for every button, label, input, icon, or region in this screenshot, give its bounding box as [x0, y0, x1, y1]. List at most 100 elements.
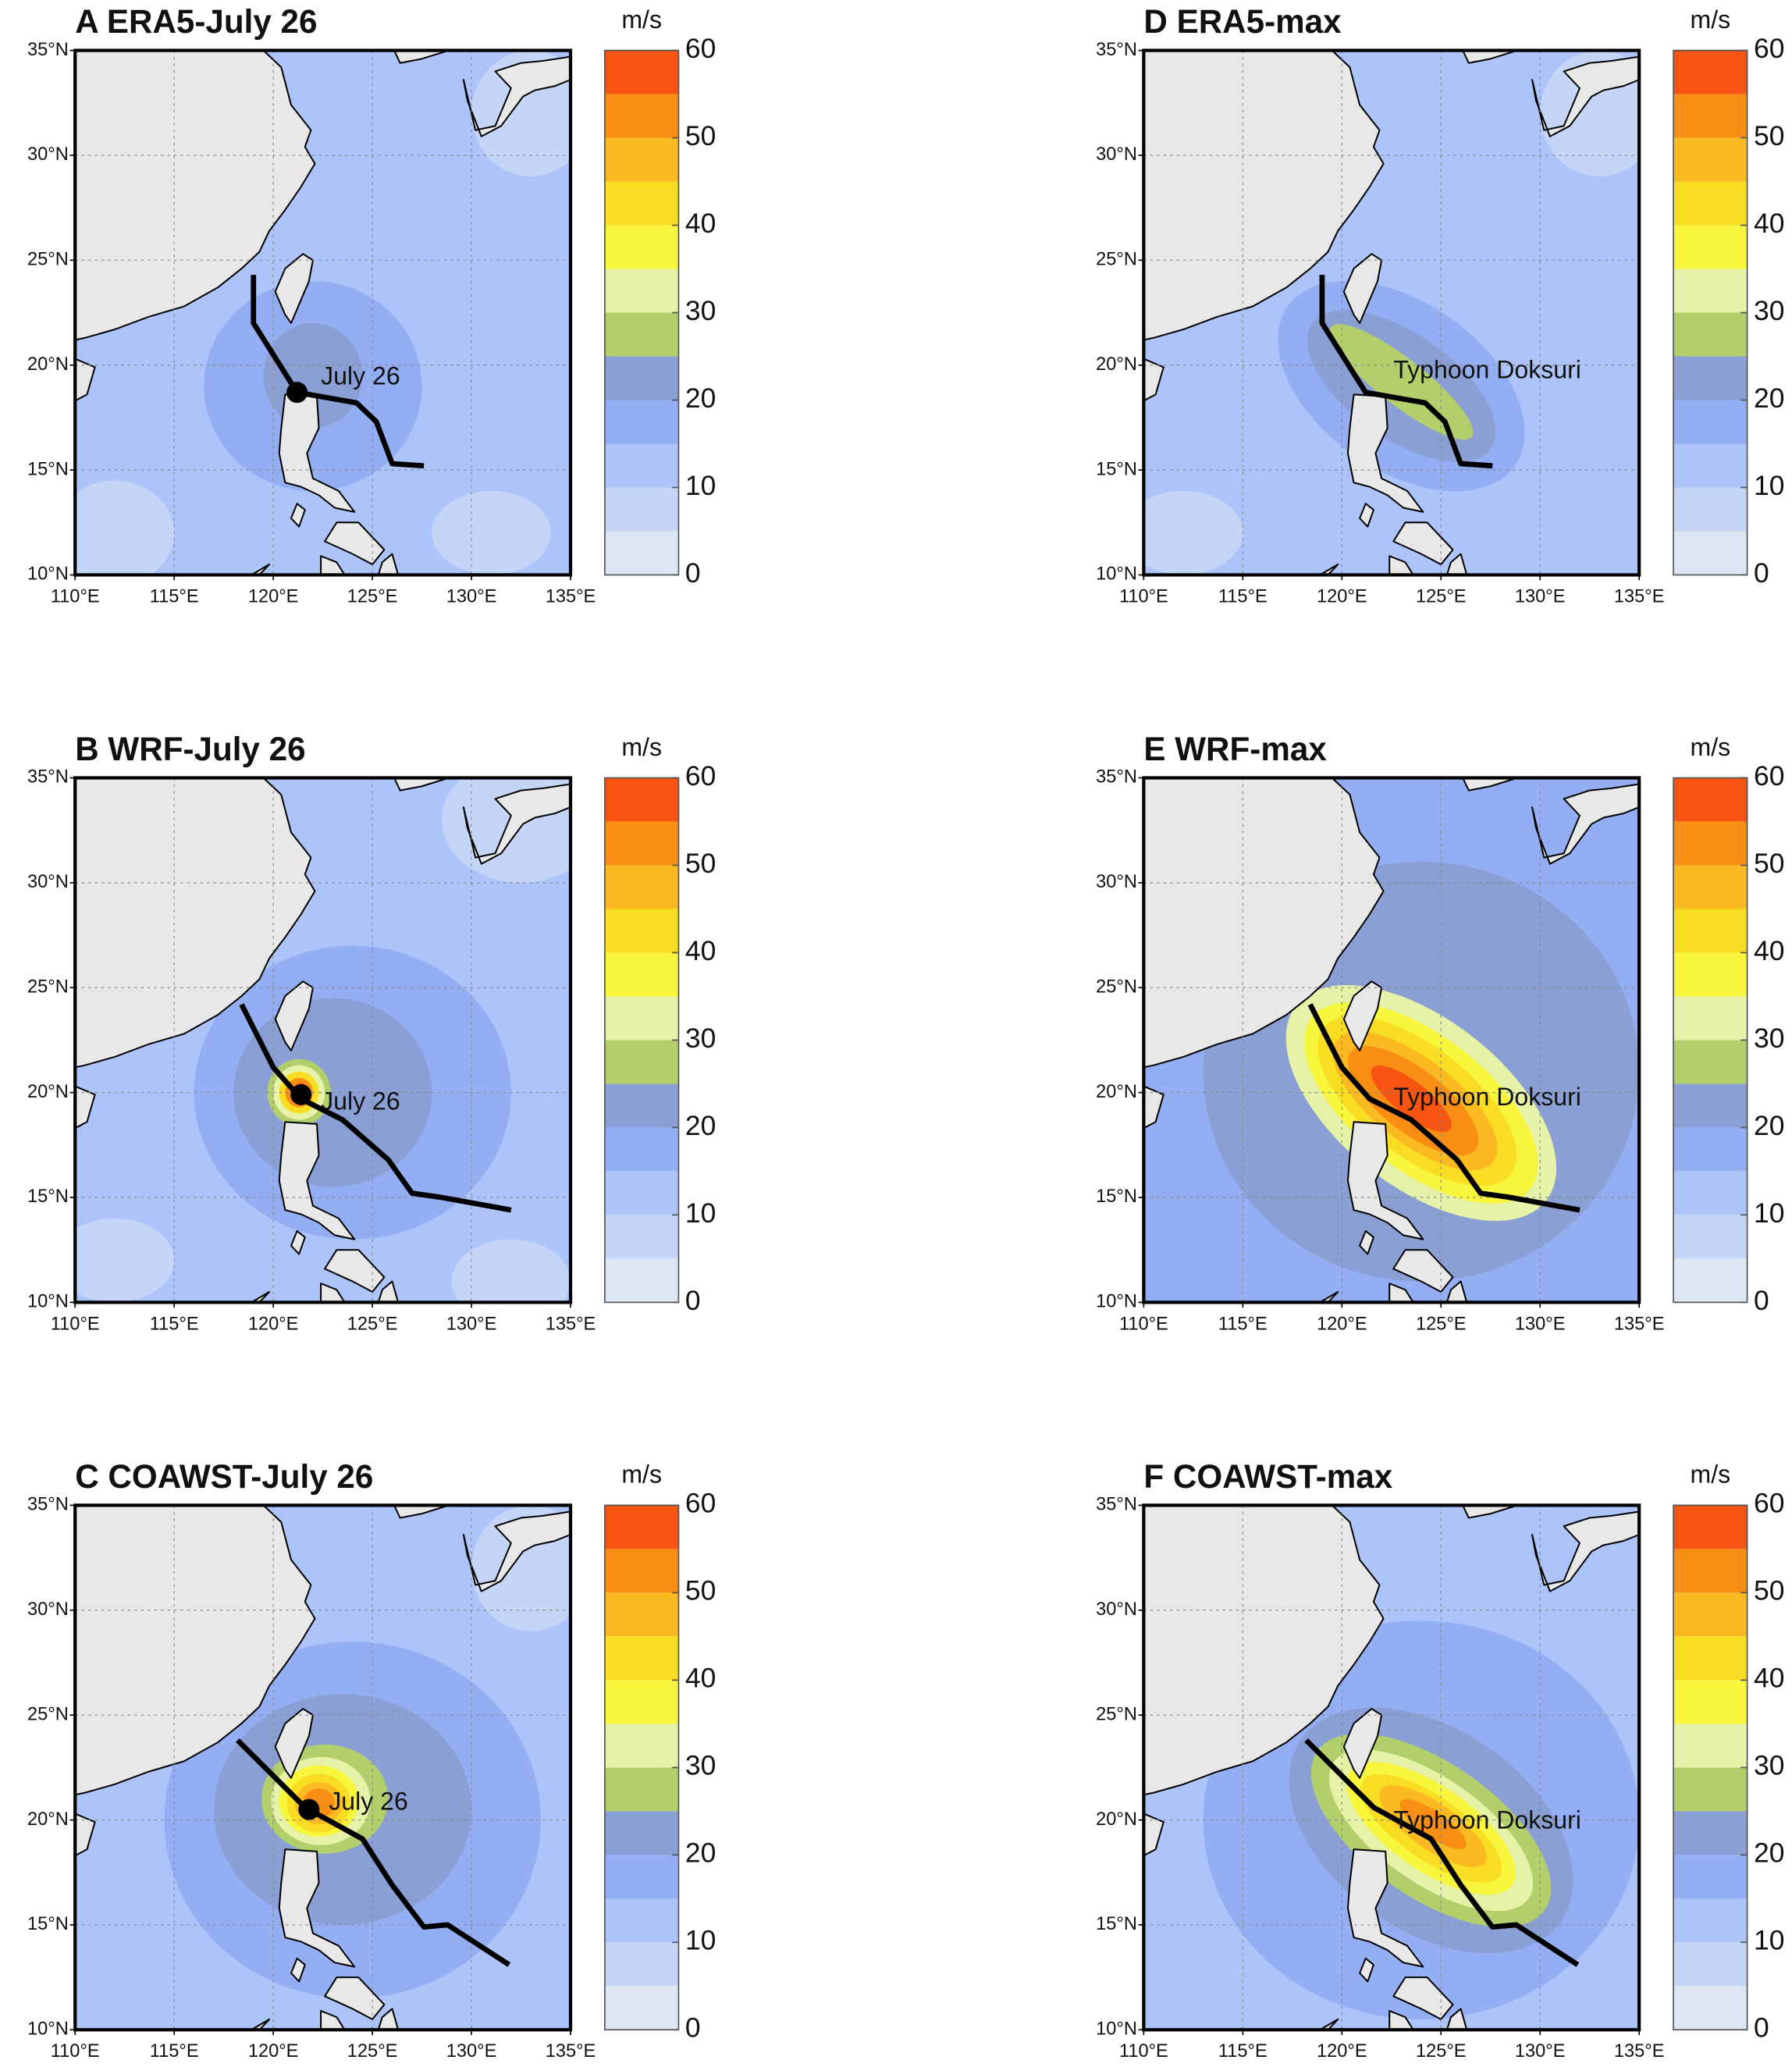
y-tick-label: 30°N — [1096, 1599, 1137, 1620]
colorbar-segment — [604, 487, 679, 532]
land — [75, 777, 316, 1069]
colorbar-tick-label: 20 — [1754, 1838, 1784, 1869]
y-tick-label: 35°N — [27, 40, 69, 60]
land — [290, 1230, 306, 1255]
map-frame — [1142, 48, 1641, 577]
x-tick-label: 125°E — [347, 1314, 398, 1334]
position-marker — [290, 1083, 312, 1105]
colorbar-tick-label: 10 — [685, 1925, 716, 1956]
land — [1462, 777, 1529, 792]
colorbar-segment — [1673, 1171, 1748, 1215]
colorbar-tick-label: 20 — [685, 1110, 716, 1141]
map-area — [1143, 777, 1640, 1303]
y-tick-label: 30°N — [27, 1599, 69, 1620]
land — [320, 1283, 346, 1303]
colorbar-tick-label: 10 — [1754, 470, 1784, 501]
colorbar-unit: m/s — [1691, 1460, 1731, 1489]
annotation: July 26 — [321, 1087, 400, 1115]
land — [1462, 50, 1529, 64]
colorbar-segment — [604, 356, 679, 400]
colorbar-segment — [1673, 1258, 1748, 1303]
annotation: Typhoon Doksuri — [1393, 355, 1581, 383]
colorbar-segment — [604, 1942, 679, 1987]
colorbar-segment — [1673, 821, 1748, 866]
y-tick-label: 30°N — [27, 144, 69, 165]
colorbar-segment — [1673, 50, 1748, 94]
land — [377, 1280, 400, 1303]
colorbar-segment — [604, 1724, 679, 1768]
land — [1445, 2008, 1468, 2030]
y-tick-label: 20°N — [27, 354, 69, 375]
colorbar-segment — [604, 1592, 679, 1637]
x-tick-label: 120°E — [248, 586, 299, 607]
y-tick-label: 10°N — [1096, 2019, 1137, 2040]
colorbar-segment — [1673, 1986, 1748, 2030]
x-tick-label: 130°E — [446, 2041, 497, 2062]
colorbar-tick-label: 40 — [1754, 208, 1784, 239]
x-tick-label: 130°E — [1515, 2041, 1566, 2062]
panel: Typhoon Doksuri 110°E 115°E 120°E 125°E 130°E… — [1096, 1458, 1784, 2062]
colorbar-segment — [1673, 400, 1748, 444]
x-tick-label: 110°E — [1119, 2041, 1168, 2062]
x-tick-label: 135°E — [1614, 586, 1665, 607]
y-tick-label: 30°N — [27, 872, 69, 892]
colorbar-segment — [1673, 531, 1748, 575]
colorbar-tick-label: 30 — [685, 295, 716, 326]
land — [462, 55, 571, 137]
land — [1531, 1510, 1640, 1592]
y-tick-label: 25°N — [1096, 977, 1137, 997]
colorbar-segment — [1673, 1636, 1748, 1681]
colorbar-tick-label: 0 — [1754, 557, 1769, 589]
land — [462, 1510, 571, 1592]
colorbar-segment — [1673, 777, 1748, 822]
colorbar-segment — [604, 531, 679, 575]
y-tick-label: 10°N — [1096, 564, 1137, 585]
map-area — [75, 777, 571, 1303]
x-tick-label: 115°E — [150, 586, 199, 607]
colorbar-tick-label: 20 — [685, 382, 716, 414]
position-marker — [298, 1798, 320, 1820]
x-tick-label: 110°E — [51, 586, 100, 607]
land — [1388, 1283, 1414, 1303]
colorbar-tick-label: 20 — [685, 1838, 716, 1869]
typhoon-track — [1319, 275, 1493, 469]
colorbar-tick-label: 40 — [1754, 1663, 1784, 1694]
colorbar-segment — [1673, 94, 1748, 138]
x-tick-label: 120°E — [1317, 2041, 1367, 2062]
typhoon-track — [1304, 1738, 1580, 1967]
x-tick-label: 120°E — [1317, 586, 1367, 607]
colorbar-tick-label: 30 — [685, 1750, 716, 1781]
colorbar-segment — [604, 443, 679, 488]
colorbar-segment — [1673, 225, 1748, 269]
land — [1346, 1848, 1424, 1968]
colorbar-unit: m/s — [621, 5, 662, 34]
x-tick-label: 115°E — [1218, 1314, 1268, 1334]
wind-contour — [432, 491, 551, 575]
colorbar-segment — [1673, 952, 1748, 997]
y-tick-label: 25°N — [27, 977, 69, 997]
colorbar-segment — [1673, 865, 1748, 909]
colorbar-tick-label: 40 — [685, 1663, 716, 1694]
colorbar-tick-label: 0 — [1754, 1285, 1769, 1316]
land — [251, 2018, 271, 2030]
colorbar-segment — [604, 1855, 679, 1899]
y-tick-label: 35°N — [1096, 1495, 1137, 1515]
colorbar-segment — [1673, 1855, 1748, 1899]
colorbar-tick-label: 30 — [1754, 295, 1784, 326]
y-tick-label: 20°N — [1096, 1082, 1137, 1102]
x-tick-label: 120°E — [1317, 1314, 1367, 1334]
land — [393, 1505, 460, 1519]
colorbar-unit: m/s — [621, 733, 662, 761]
map-area — [1143, 50, 1640, 575]
land — [1445, 553, 1468, 575]
y-tick-label: 35°N — [27, 767, 69, 788]
annotation: Typhoon Doksuri — [1393, 1083, 1581, 1111]
x-tick-label: 125°E — [1416, 2041, 1467, 2062]
colorbar-tick-label: 50 — [1754, 120, 1784, 151]
colorbar-tick-label: 30 — [685, 1023, 716, 1054]
colorbar-segment — [604, 1811, 679, 1855]
land — [278, 1848, 356, 1968]
y-tick-label: 20°N — [27, 1809, 69, 1830]
land — [393, 777, 460, 792]
land — [1319, 1290, 1339, 1303]
